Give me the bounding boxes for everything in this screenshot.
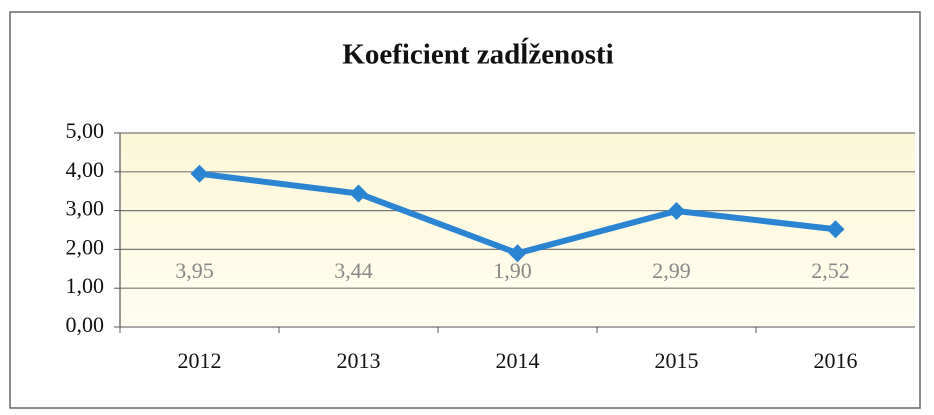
y-tick-label: 3,00 xyxy=(66,196,105,221)
data-point xyxy=(826,220,845,239)
data-point xyxy=(667,201,686,220)
y-tick-label: 2,00 xyxy=(66,234,105,259)
x-tick-label: 2012 xyxy=(178,348,222,373)
data-label: 2,52 xyxy=(811,258,850,283)
data-point xyxy=(190,164,209,183)
y-tick-label: 5,00 xyxy=(66,118,105,143)
data-point xyxy=(508,244,527,263)
x-tick-label: 2013 xyxy=(337,348,381,373)
chart-title: Koeficient zadĺženosti xyxy=(342,37,613,71)
plot-area xyxy=(120,133,915,327)
data-label: 3,44 xyxy=(334,258,373,283)
data-point xyxy=(349,184,368,203)
x-tick-label: 2015 xyxy=(655,348,699,373)
data-label: 1,90 xyxy=(493,258,532,283)
x-tick-label: 2016 xyxy=(814,348,858,373)
y-tick-label: 1,00 xyxy=(66,273,105,298)
data-label: 3,95 xyxy=(175,258,214,283)
x-tick-label: 2014 xyxy=(496,348,540,373)
y-tick-label: 4,00 xyxy=(66,157,105,182)
data-label: 2,99 xyxy=(652,258,691,283)
y-tick-label: 0,00 xyxy=(66,312,105,337)
